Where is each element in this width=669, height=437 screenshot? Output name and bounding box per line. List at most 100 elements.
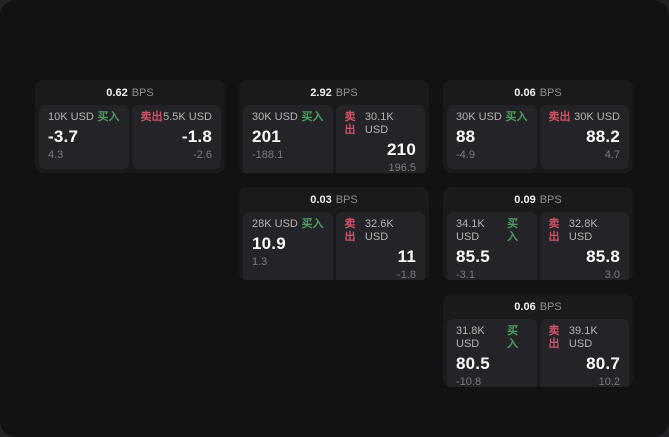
sell-panel[interactable]: 卖出 32.6K USD 11 -1.8 — [335, 212, 425, 280]
buy-amount: 31.8K USD — [456, 325, 485, 350]
sell-panel[interactable]: 卖出 32.8K USD 85.8 3.0 — [539, 212, 629, 280]
buy-amount: 10K USD — [48, 111, 94, 123]
sell-label: 卖出 — [548, 111, 571, 123]
card-header: 0.62 BPS — [35, 80, 225, 105]
buy-label: 买入 — [301, 111, 324, 123]
sell-sub-value: 196.5 — [388, 162, 416, 173]
buy-label: 买入 — [301, 218, 324, 230]
buy-panel[interactable]: 10K USD 买入 -3.7 4.3 — [39, 105, 129, 169]
buy-sub-value: -10.8 — [456, 376, 482, 387]
sell-label: 卖出 — [344, 218, 356, 243]
buy-price: 80.5 — [456, 354, 490, 373]
sell-label: 卖出 — [344, 111, 356, 136]
quote-panels: 30K USD 买入 88 -4.9 卖出 30K USD 88.2 4.7 — [443, 105, 633, 173]
sell-panel-header: 卖出 5.5K USD — [141, 111, 213, 124]
sell-panel[interactable]: 卖出 30.1K USD 210 196.5 — [335, 105, 425, 173]
sell-price: 11 — [397, 247, 416, 266]
sell-sub-value: 3.0 — [604, 269, 620, 280]
card-header: 0.09 BPS — [443, 187, 633, 212]
sell-panel[interactable]: 卖出 5.5K USD -1.8 -2.6 — [131, 105, 221, 169]
quote-panels: 28K USD 买入 10.9 1.3 卖出 32.6K USD 11 -1.8 — [239, 212, 429, 280]
bps-unit-label: BPS — [335, 193, 358, 206]
buy-panel[interactable]: 31.8K USD 买入 80.5 -10.8 — [447, 319, 537, 387]
card-header: 0.03 BPS — [239, 187, 429, 212]
buy-panel-header: 10K USD 买入 — [48, 111, 120, 124]
quote-grid: 0.62 BPS 10K USD 买入 -3.7 4.3 卖出 5.5K USD — [35, 80, 633, 387]
buy-panel-header: 34.1K USD 买入 — [456, 218, 528, 244]
sell-panel-header: 卖出 39.1K USD — [549, 325, 621, 351]
card-header: 2.92 BPS — [239, 80, 429, 105]
sell-price: 88.2 — [586, 127, 620, 146]
quote-panels: 10K USD 买入 -3.7 4.3 卖出 5.5K USD -1.8 -2.… — [35, 105, 225, 173]
sell-sub-value: -2.6 — [193, 149, 212, 161]
bps-unit-label: BPS — [539, 86, 562, 99]
buy-panel[interactable]: 28K USD 买入 10.9 1.3 — [243, 212, 333, 280]
bps-value: 0.06 — [514, 86, 536, 99]
bps-value: 0.06 — [514, 300, 536, 313]
buy-price: -3.7 — [48, 127, 79, 146]
sell-sub-value: 10.2 — [598, 376, 620, 387]
sell-amount: 30.1K USD — [364, 111, 394, 136]
quote-panels: 34.1K USD 买入 85.5 -3.1 卖出 32.8K USD 85.8… — [443, 212, 633, 280]
buy-panel[interactable]: 34.1K USD 买入 85.5 -3.1 — [447, 212, 537, 280]
sell-panel-header: 卖出 32.6K USD — [345, 218, 417, 244]
quote-panels: 31.8K USD 买入 80.5 -10.8 卖出 39.1K USD 80.… — [443, 319, 633, 387]
buy-amount: 30K USD — [456, 111, 502, 123]
buy-sub-value: -188.1 — [252, 149, 284, 161]
buy-label: 买入 — [505, 111, 528, 123]
bps-value: 0.03 — [310, 193, 332, 206]
buy-price: 10.9 — [252, 234, 286, 253]
buy-sub-value: 4.3 — [48, 149, 64, 161]
sell-price: 85.8 — [586, 247, 620, 266]
sell-amount: 32.8K USD — [568, 218, 598, 243]
buy-amount: 28K USD — [252, 218, 298, 230]
card-header: 0.06 BPS — [443, 294, 633, 319]
buy-panel-header: 30K USD 买入 — [456, 111, 528, 124]
card-header: 0.06 BPS — [443, 80, 633, 105]
buy-price: 85.5 — [456, 247, 490, 266]
buy-sub-value: -4.9 — [456, 149, 475, 161]
buy-amount: 34.1K USD — [456, 218, 485, 243]
quote-card: 2.92 BPS 30K USD 买入 201 -188.1 卖出 30.1K … — [239, 80, 429, 173]
sell-price: 210 — [387, 140, 416, 159]
sell-panel-header: 卖出 30.1K USD — [345, 111, 417, 137]
buy-sub-value: 1.3 — [252, 256, 268, 268]
sell-label: 卖出 — [548, 218, 560, 243]
quote-card: 0.62 BPS 10K USD 买入 -3.7 4.3 卖出 5.5K USD — [35, 80, 225, 173]
buy-price: 201 — [252, 127, 281, 146]
quote-card: 0.06 BPS 30K USD 买入 88 -4.9 卖出 30K USD — [443, 80, 633, 173]
bps-unit-label: BPS — [539, 300, 562, 313]
buy-panel[interactable]: 30K USD 买入 201 -188.1 — [243, 105, 333, 173]
sell-price: 80.7 — [586, 354, 620, 373]
sell-amount: 39.1K USD — [568, 325, 598, 350]
buy-sub-value: -3.1 — [456, 269, 475, 280]
sell-sub-value: -1.8 — [397, 269, 416, 280]
sell-panel-header: 卖出 32.8K USD — [549, 218, 621, 244]
buy-price: 88 — [456, 127, 476, 146]
bps-value: 0.09 — [514, 193, 536, 206]
bps-value: 0.62 — [106, 86, 128, 99]
sell-amount: 32.6K USD — [364, 218, 394, 243]
quote-card: 0.09 BPS 34.1K USD 买入 85.5 -3.1 卖出 32.8K… — [443, 187, 633, 280]
buy-label: 买入 — [97, 111, 120, 123]
sell-panel[interactable]: 卖出 30K USD 88.2 4.7 — [539, 105, 629, 169]
buy-label: 买入 — [507, 218, 519, 243]
sell-amount: 30K USD — [574, 111, 620, 123]
buy-panel[interactable]: 30K USD 买入 88 -4.9 — [447, 105, 537, 169]
buy-panel-header: 31.8K USD 买入 — [456, 325, 528, 351]
quote-card: 0.06 BPS 31.8K USD 买入 80.5 -10.8 卖出 39.1… — [443, 294, 633, 387]
bps-value: 2.92 — [310, 86, 332, 99]
buy-panel-header: 28K USD 买入 — [252, 218, 324, 231]
bps-unit-label: BPS — [539, 193, 562, 206]
sell-panel[interactable]: 卖出 39.1K USD 80.7 10.2 — [539, 319, 629, 387]
sell-sub-value: 4.7 — [604, 149, 620, 161]
quote-panels: 30K USD 买入 201 -188.1 卖出 30.1K USD 210 1… — [239, 105, 429, 173]
sell-panel-header: 卖出 30K USD — [549, 111, 621, 124]
buy-amount: 30K USD — [252, 111, 298, 123]
sell-amount: 5.5K USD — [163, 111, 212, 123]
quote-card: 0.03 BPS 28K USD 买入 10.9 1.3 卖出 32.6K US… — [239, 187, 429, 280]
sell-label: 卖出 — [548, 325, 560, 350]
buy-panel-header: 30K USD 买入 — [252, 111, 324, 124]
sell-price: -1.8 — [181, 127, 212, 146]
